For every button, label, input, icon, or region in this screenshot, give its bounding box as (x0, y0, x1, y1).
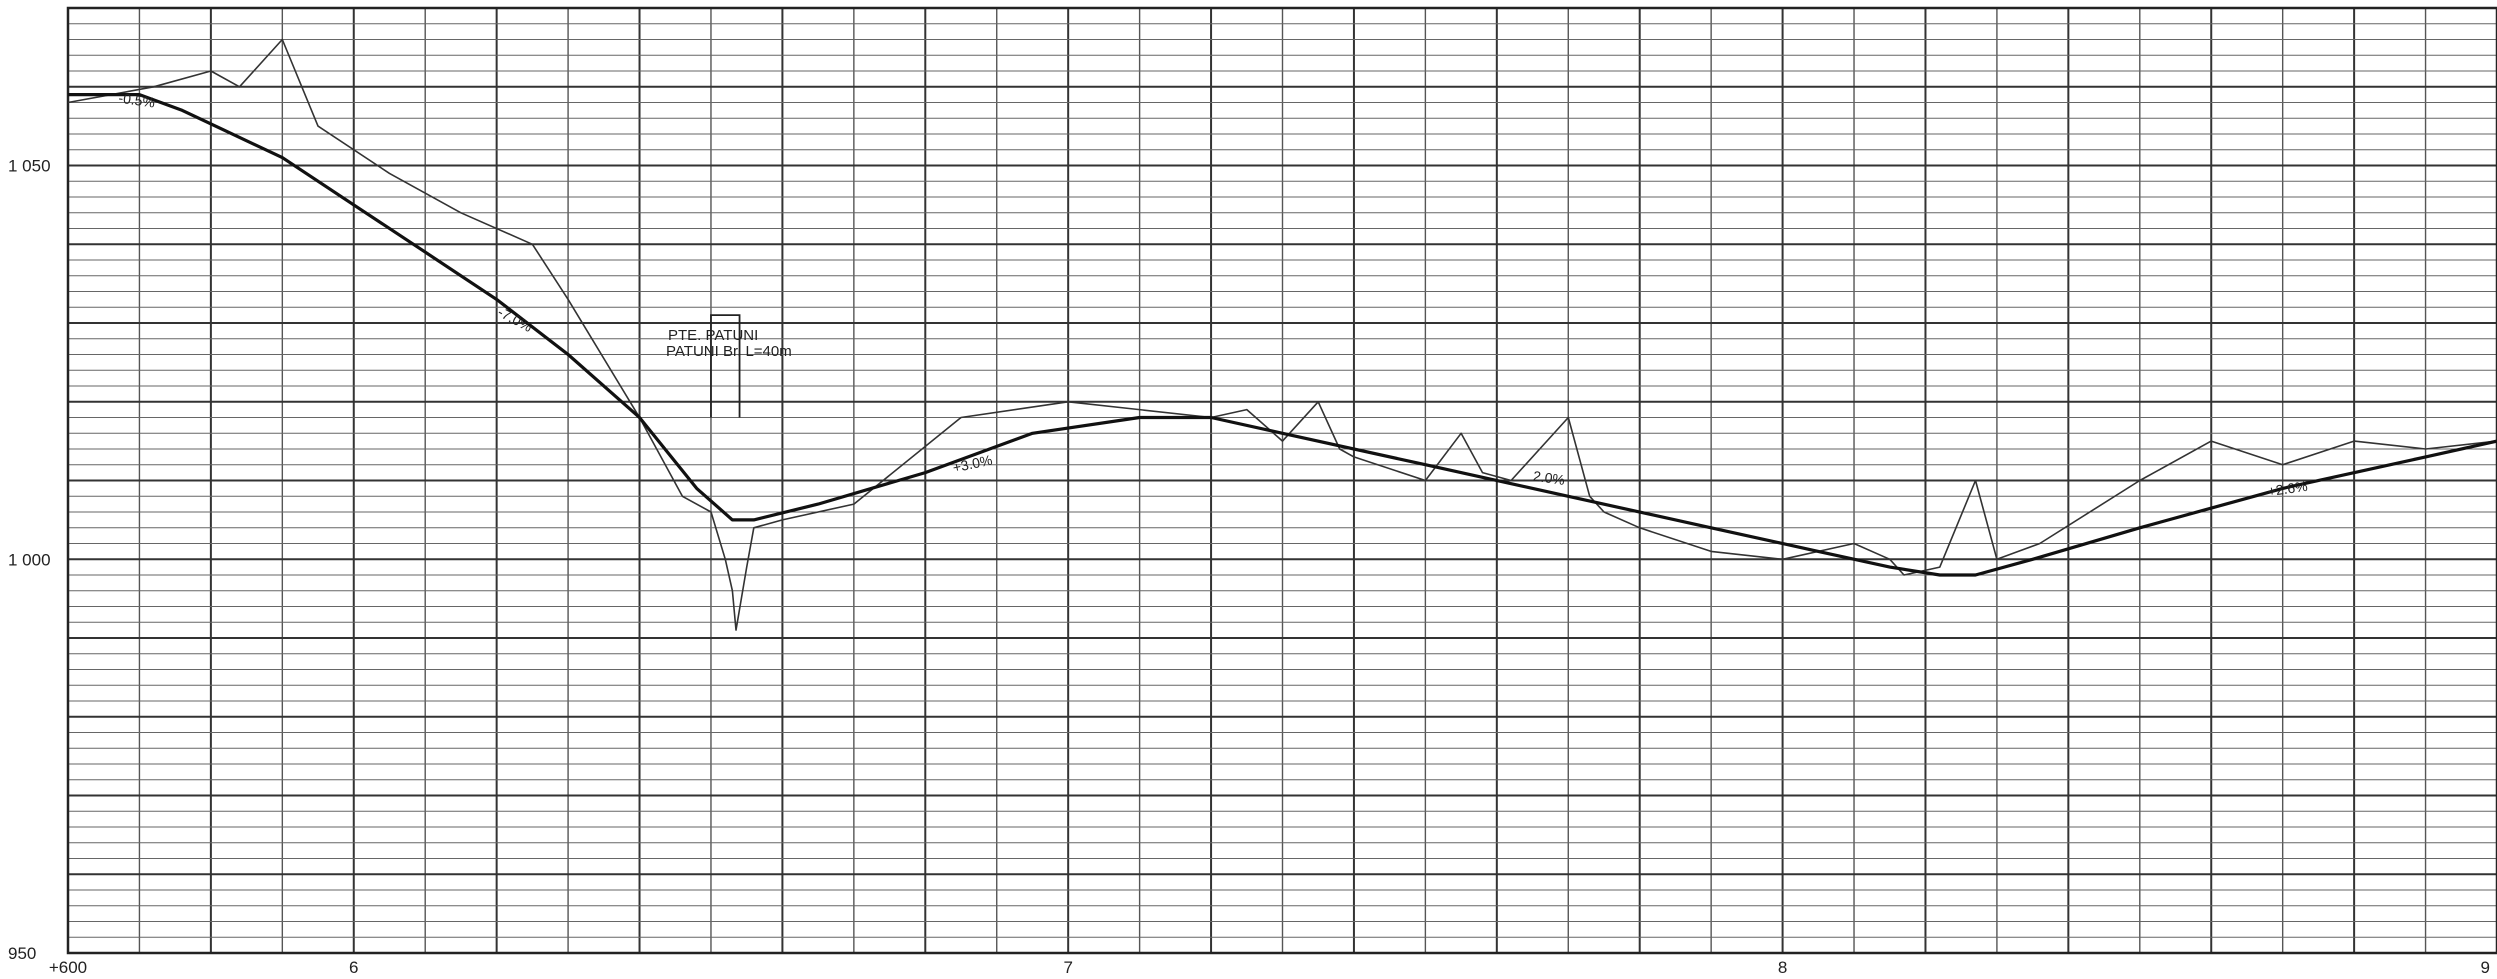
grade-line (68, 92, 2497, 577)
x-tick-label: 6 (349, 958, 358, 977)
slope-label: 2.0% (1532, 468, 1566, 488)
slope-label: +3.0% (951, 452, 994, 476)
slope-label: -0.5% (118, 90, 156, 111)
slope-labels: -0.5% -7.0% +3.0% 2.0% +2.6% (118, 90, 2309, 500)
x-tick-label: 7 (1063, 958, 1072, 977)
chart-grid (66, 6, 2497, 955)
plot-frame (66, 6, 2497, 955)
slope-label: +2.6% (2267, 478, 2309, 499)
bridge-symbol (710, 314, 741, 418)
chart-series (67, 38, 2497, 631)
slope-label: -7.0% (495, 304, 535, 335)
bridge-annotation: PTE. PATUNI PATUNI Br. L=40m (666, 314, 792, 418)
bridge-label-line1: PTE. PATUNI (668, 327, 758, 344)
bridge-label-line2: PATUNI Br. L=40m (666, 343, 792, 360)
x-axis: +600 6 7 8 9 (49, 958, 2490, 977)
x-tick-label: 9 (2481, 958, 2490, 977)
y-tick-label: 1 000 (8, 550, 51, 569)
y-axis: 1 050 1 000 950 (8, 157, 51, 964)
y-tick-label: 1 050 (8, 157, 51, 176)
y-tick-label: 950 (8, 944, 36, 963)
x-tick-label: +600 (49, 958, 87, 977)
x-tick-label: 8 (1778, 958, 1787, 977)
ground-line (67, 38, 2497, 631)
